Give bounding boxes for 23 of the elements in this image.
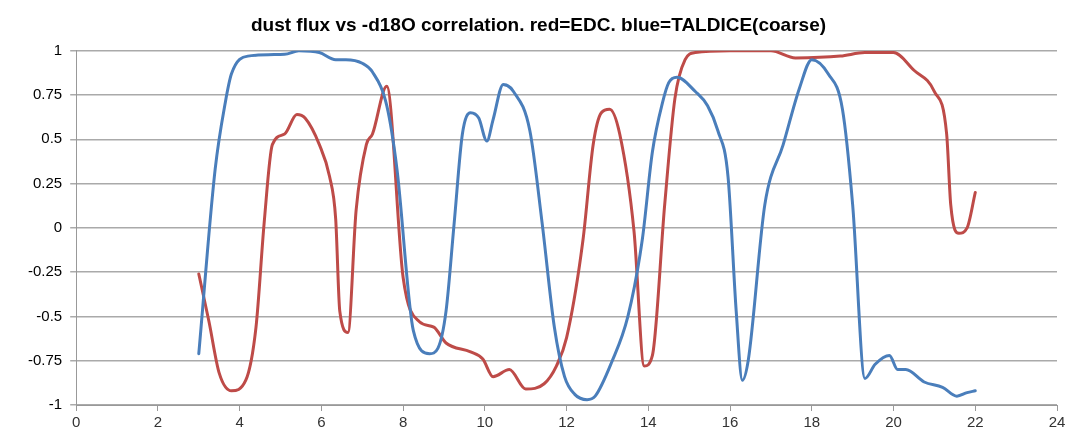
x-tick-label: 24 [1048,413,1066,431]
x-tick-label: 4 [235,413,244,431]
x-tick-label: 22 [966,413,984,431]
y-tick-label: 0 [53,218,63,236]
x-tick-label: 8 [398,413,408,431]
x-tick-label: 10 [476,413,494,431]
x-tick-label: 12 [558,413,575,431]
y-tick-label: -0.25 [27,262,63,280]
x-tick-label: 20 [885,413,902,431]
y-tick-label: -0.75 [27,350,63,368]
y-tick-label: 0.5 [41,129,63,147]
chart-title: dust flux vs -d18O correlation. red=EDC. blue=TALDICE(coarse) [250,13,827,35]
x-tick-label: 6 [317,413,326,431]
y-tick-label: 0.25 [32,173,63,191]
y-tick-label: 1 [53,40,63,58]
x-tick-label: 2 [153,413,163,431]
y-tick-label: 0.75 [32,85,63,103]
x-tick-label: 18 [803,413,821,431]
y-tick-label: -1 [48,395,63,413]
x-tick-label: 0 [72,413,81,431]
x-tick-label: 16 [721,413,739,431]
x-tick-label: 14 [639,413,657,431]
y-tick-label: -0.5 [36,306,63,324]
